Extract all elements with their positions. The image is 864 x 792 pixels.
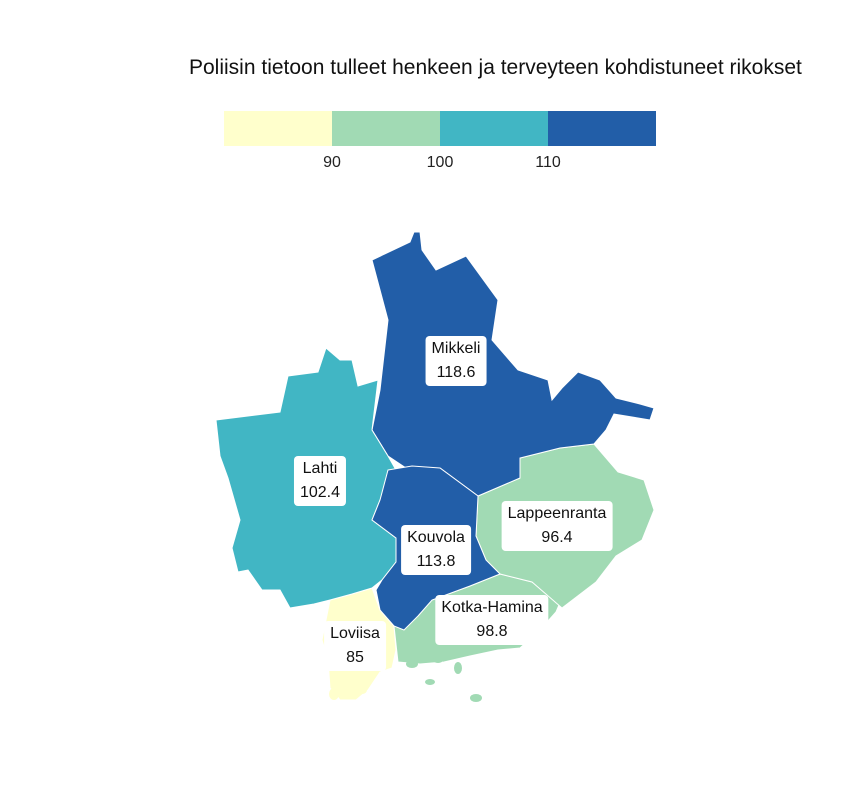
island-shape — [470, 694, 482, 702]
legend-tick-90: 90 — [323, 154, 341, 171]
map-title: Poliisin tietoon tulleet henkeen ja terv… — [189, 56, 802, 79]
region-value: 102.4 — [299, 484, 341, 501]
region-label-kouvola: Kouvola 113.8 — [401, 525, 471, 575]
legend-tick-110: 110 — [535, 154, 561, 171]
region-label-lahti: Lahti 102.4 — [293, 456, 347, 506]
legend-swatch-highest — [548, 111, 656, 146]
region-name: Kotka-Hamina — [441, 599, 543, 616]
region-value: 118.6 — [436, 364, 476, 381]
island-shape — [433, 657, 443, 663]
region-label-mikkeli: Mikkeli 118.6 — [425, 336, 487, 386]
legend-tick-100: 100 — [426, 154, 454, 171]
island-shape — [329, 688, 339, 700]
region-label-kotka-hamina: Kotka-Hamina 98.8 — [435, 595, 549, 645]
region-name: Mikkeli — [431, 340, 481, 357]
region-name: Lappeenranta — [507, 505, 607, 522]
region-value: 96.4 — [541, 529, 573, 546]
region-label-loviisa: Loviisa 85 — [324, 621, 386, 671]
island-shape — [406, 660, 418, 668]
region-value: 113.8 — [416, 553, 456, 570]
region-value: 98.8 — [476, 623, 508, 640]
region-name: Lahti — [302, 460, 338, 477]
legend-swatch-high — [440, 111, 548, 146]
legend-swatch-lowest — [224, 111, 332, 146]
legend-swatch-low — [332, 111, 440, 146]
region-label-lappeenranta: Lappeenranta 96.4 — [501, 501, 613, 551]
region-name: Kouvola — [407, 529, 465, 546]
region-name: Loviisa — [330, 625, 380, 642]
island-shape — [454, 662, 462, 674]
color-legend — [224, 111, 656, 146]
island-shape — [357, 686, 367, 694]
region-value: 85 — [346, 649, 364, 666]
island-shape — [425, 679, 435, 685]
region-mikkeli[interactable] — [371, 231, 655, 497]
